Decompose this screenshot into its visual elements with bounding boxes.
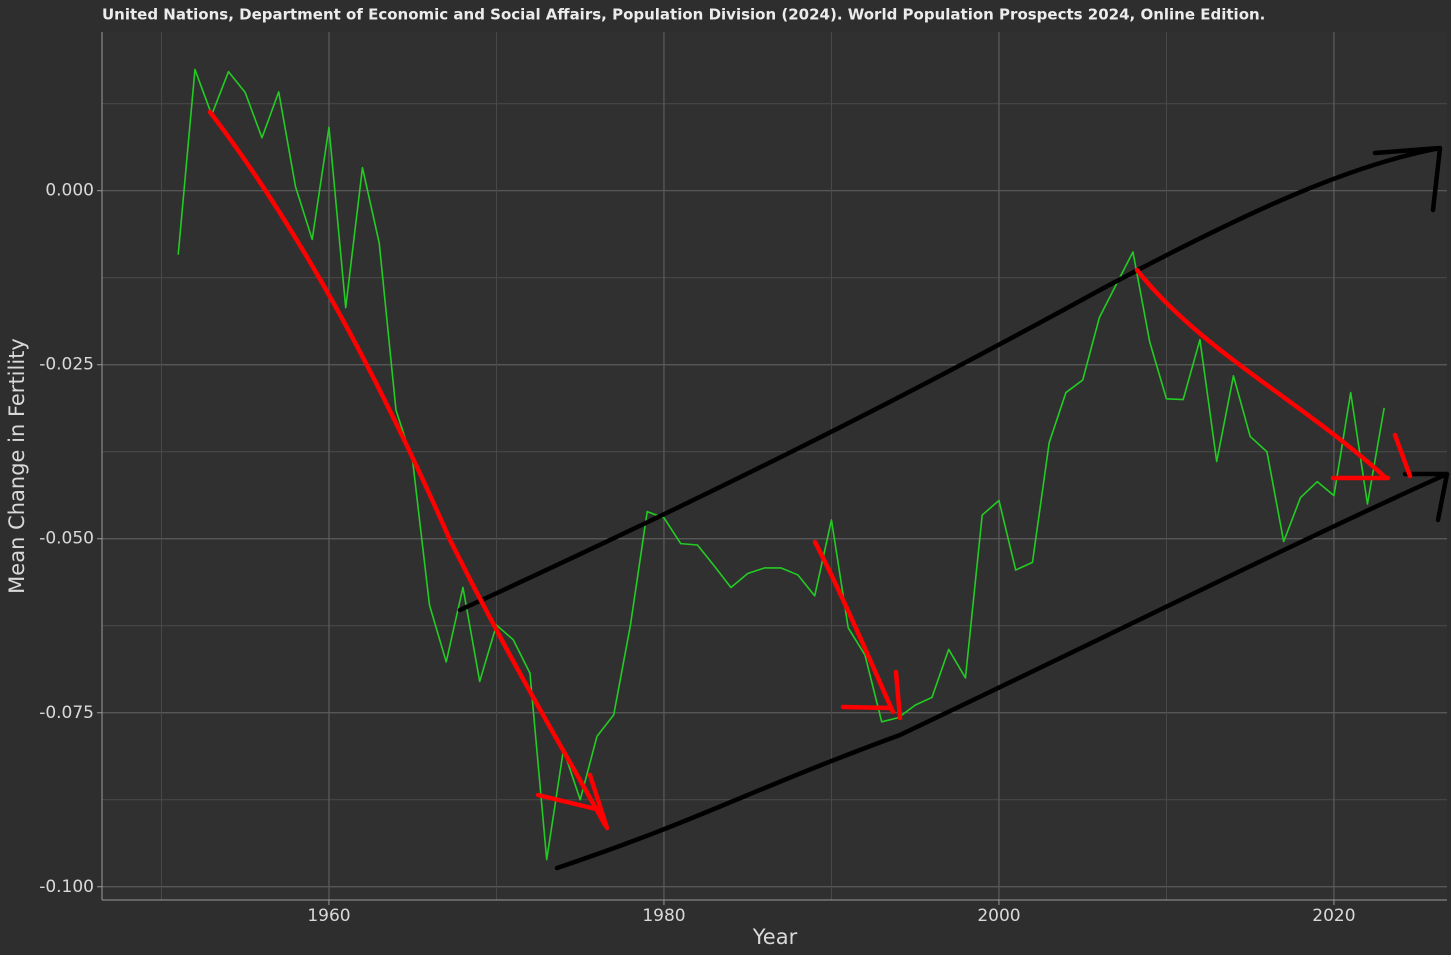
y-tick-label: 0.000 — [45, 181, 94, 201]
grid — [97, 32, 1447, 905]
y-tick-label: -0.075 — [39, 703, 94, 723]
x-tick-label: 2000 — [977, 906, 1020, 926]
x-tick-label: 2020 — [1312, 906, 1355, 926]
y-tick-label: -0.025 — [39, 355, 94, 375]
decline-arrow-3 — [1134, 267, 1413, 481]
x-axis-title: Year — [752, 925, 798, 949]
y-tick-label: -0.100 — [39, 877, 94, 897]
x-tick-label: 1960 — [307, 906, 350, 926]
decline-arrow-1 — [207, 109, 610, 831]
chart-title: United Nations, Department of Economic a… — [102, 6, 1265, 24]
upper-channel-arrow — [457, 145, 1443, 613]
data-line — [177, 68, 1385, 861]
x-tick-label: 1980 — [642, 906, 685, 926]
hand-drawn-annotations — [207, 109, 1450, 871]
marks — [177, 68, 1385, 861]
plot-panel — [102, 32, 1447, 900]
y-tick-label: -0.050 — [39, 529, 94, 549]
decline-arrow-2 — [812, 539, 903, 721]
lower-channel-arrow — [554, 471, 1450, 871]
y-axis-title: Mean Change in Fertility — [5, 338, 29, 594]
